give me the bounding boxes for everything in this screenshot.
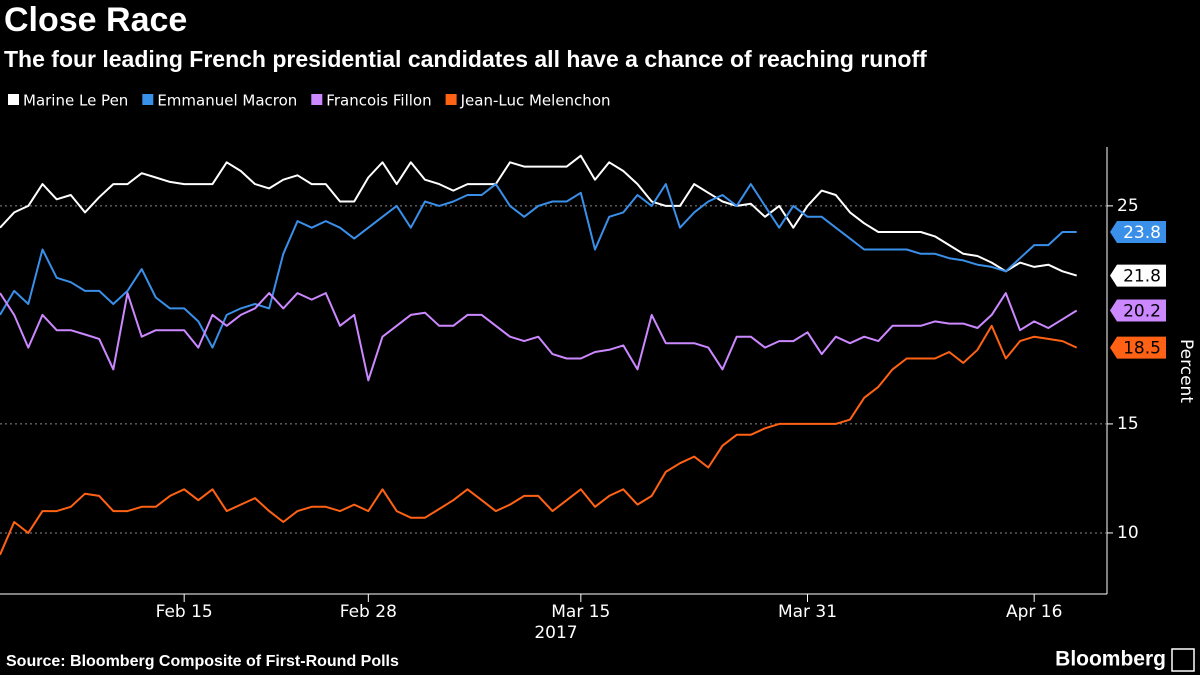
x-tick-label: Feb 28 <box>340 602 397 622</box>
y-tick-label: 15 <box>1117 414 1139 434</box>
end-label-text: 21.8 <box>1123 267 1161 287</box>
x-tick-label: Mar 15 <box>551 602 610 622</box>
chart-subtitle: The four leading French presidential can… <box>4 46 927 72</box>
end-label: 21.8 <box>1110 264 1166 287</box>
legend-label: Jean-Luc Melenchon <box>460 92 611 110</box>
end-label: 18.5 <box>1110 336 1166 359</box>
y-tick-label: 10 <box>1117 523 1139 543</box>
brand: Bloomberg <box>1055 648 1166 671</box>
x-axis-label: 2017 <box>534 623 577 643</box>
brand-icon <box>1171 648 1195 672</box>
legend-swatch <box>311 94 323 105</box>
legend-swatch <box>445 94 457 105</box>
x-tick-label: Apr 16 <box>1006 602 1062 622</box>
legend-swatch <box>142 94 154 105</box>
end-label-box <box>1110 264 1166 287</box>
legend-label: Marine Le Pen <box>23 92 128 110</box>
series-line <box>0 324 1078 556</box>
end-label-box <box>1110 336 1166 359</box>
end-label-text: 18.5 <box>1123 339 1161 359</box>
end-label-text: 23.8 <box>1123 223 1161 243</box>
chart-title: Close Race <box>4 1 187 39</box>
end-label-box <box>1110 299 1166 322</box>
y-tick-label: 25 <box>1117 196 1139 216</box>
x-tick-label: Mar 31 <box>778 602 837 622</box>
y-axis-label: Percent <box>1176 339 1196 403</box>
end-label: 20.2 <box>1110 299 1166 322</box>
end-label-text: 20.2 <box>1123 302 1161 322</box>
end-label-box <box>1110 221 1166 244</box>
series-line <box>0 183 1077 349</box>
x-tick-label: Feb 15 <box>156 602 213 622</box>
legend-label: Francois Fillon <box>326 92 431 110</box>
legend-label: Emmanuel Macron <box>157 92 297 110</box>
end-label: 23.8 <box>1110 221 1166 244</box>
series-line <box>0 154 1077 277</box>
source: Source: Bloomberg Composite of First-Rou… <box>6 653 399 670</box>
series-line <box>0 292 1078 382</box>
legend-swatch <box>8 94 19 105</box>
